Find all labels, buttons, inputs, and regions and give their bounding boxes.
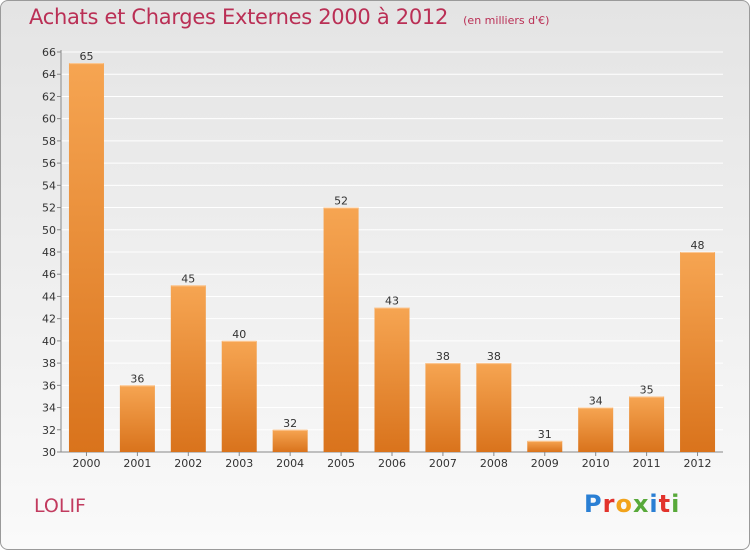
logo-letter: r (602, 490, 616, 518)
x-tick-label: 2003 (225, 457, 253, 470)
y-tick-label: 42 (42, 313, 56, 326)
data-label: 35 (640, 383, 654, 396)
x-tick-label: 2005 (327, 457, 355, 470)
x-tick-label: 2011 (633, 457, 661, 470)
y-tick-label: 66 (42, 46, 56, 59)
data-labels: 65 36 45 40 32 52 43 38 38 31 34 35 48 (79, 50, 704, 441)
logo-letter: x (632, 490, 650, 518)
bar (476, 363, 512, 452)
bar (119, 385, 155, 452)
data-label: 65 (79, 50, 93, 63)
x-tick-label: 2001 (123, 457, 151, 470)
y-tick-label: 40 (42, 335, 56, 348)
proxiti-logo[interactable]: Proxiti (584, 490, 680, 518)
logo-letter: P (584, 490, 603, 518)
y-tick-label: 44 (42, 290, 56, 303)
bar (527, 440, 563, 452)
y-tick-label: 60 (42, 113, 56, 126)
bar (629, 396, 665, 452)
bar (68, 63, 104, 452)
y-tick-label: 62 (42, 90, 56, 103)
commune-name: LOLIF (34, 495, 86, 517)
chart-header: Achats et Charges Externes 2000 à 2012 (… (29, 5, 549, 29)
x-tick-label: 2012 (684, 457, 712, 470)
logo-letter: i (649, 490, 659, 518)
y-tick-label: 36 (42, 379, 56, 392)
y-tick-label: 56 (42, 157, 56, 170)
bar (221, 340, 257, 452)
axes: 30 32 34 36 38 40 42 44 46 48 50 52 54 56 58 60 62 64 66 20… (42, 46, 723, 470)
y-tick-label: 54 (42, 179, 56, 192)
data-label: 52 (334, 195, 348, 208)
bar (680, 252, 716, 452)
y-tick-label: 52 (42, 202, 56, 215)
x-tick-label: 2000 (72, 457, 100, 470)
x-tick-label: 2004 (276, 457, 304, 470)
logo-letter: t (658, 490, 672, 518)
y-tick-label: 30 (42, 446, 56, 459)
chart-subtitle: (en milliers d'€) (463, 14, 550, 27)
y-tick-label: 38 (42, 357, 56, 370)
x-tick-label: 2002 (174, 457, 202, 470)
x-tick-label: 2010 (582, 457, 610, 470)
data-label: 43 (385, 295, 399, 308)
x-tick-label: 2009 (531, 457, 559, 470)
x-tick-label: 2008 (480, 457, 508, 470)
bar (323, 207, 359, 452)
y-tick-label: 58 (42, 135, 56, 148)
data-label: 48 (691, 239, 705, 252)
logo-letter: i (671, 490, 681, 518)
x-tick-label: 2007 (429, 457, 457, 470)
y-tick-label: 32 (42, 424, 56, 437)
y-tick-label: 64 (42, 68, 56, 81)
y-tick-label: 48 (42, 246, 56, 259)
bars (68, 63, 716, 452)
bar (170, 285, 206, 452)
data-label: 38 (436, 350, 450, 363)
y-tick-label: 50 (42, 224, 56, 237)
bar (272, 429, 308, 452)
data-label: 40 (232, 328, 246, 341)
logo-letter: o (615, 490, 633, 518)
bar (425, 363, 461, 452)
data-label: 32 (283, 417, 297, 430)
data-label: 34 (589, 395, 603, 408)
x-tick-label: 2006 (378, 457, 406, 470)
y-tick-label: 46 (42, 268, 56, 281)
bar (374, 307, 410, 452)
data-label: 45 (181, 272, 195, 285)
bar (578, 407, 614, 452)
data-label: 36 (130, 372, 144, 385)
chart-title: Achats et Charges Externes 2000 à 2012 (29, 5, 449, 29)
data-label: 38 (487, 350, 501, 363)
data-label: 31 (538, 428, 552, 441)
y-tick-label: 34 (42, 402, 56, 415)
